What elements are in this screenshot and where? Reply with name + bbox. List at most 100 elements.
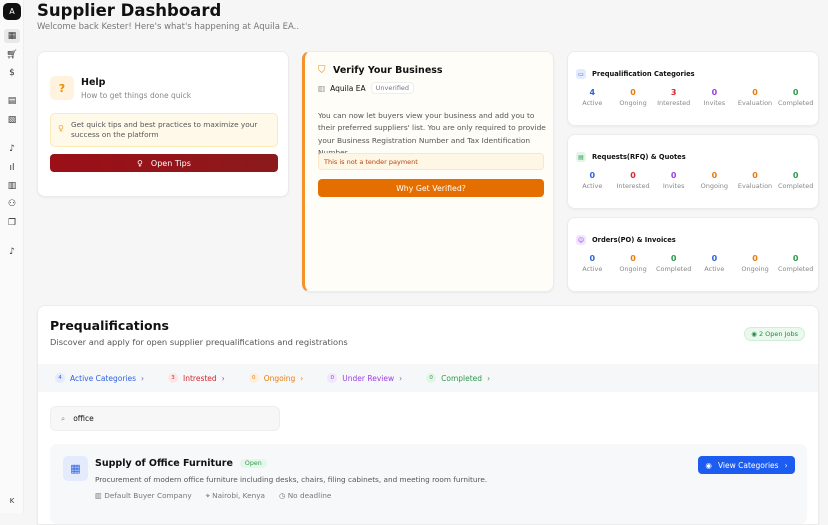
search-value[interactable]: office [73,414,94,423]
stat-item[interactable]: 0 Active [572,171,613,190]
buyer: Default Buyer Company [104,491,192,500]
building-icon[interactable]: ▥ [7,181,17,191]
tab-count: 0 [248,373,259,383]
tab-under-review[interactable]: 0 Under Review › [327,373,402,383]
avatar[interactable]: K [9,497,15,505]
help-subtitle: How to get things done quick [81,91,192,100]
stat-value: 0 [670,254,677,263]
open-jobs-badge: ◉ 2 Open Jobs [744,327,805,341]
lightbulb-icon: ♀ [137,158,143,168]
status-badge: Open [239,459,267,468]
item-description: Procurement of modern office furniture i… [95,475,488,484]
file-check-icon[interactable]: ▧ [7,115,17,125]
stat-value: 0 [752,88,758,97]
stat-value: 0 [711,88,718,97]
stat-label: Invites [662,182,685,190]
stat-label: Active [582,99,603,107]
stat-value: 0 [752,254,758,263]
stat-item[interactable]: 0 Ongoing [735,254,776,273]
stat-label: Active [582,265,603,273]
dollar-icon[interactable]: $ [9,68,15,78]
tab-completed[interactable]: 0 Completed › [426,373,490,383]
tab-active-categories[interactable]: 4 Active Categories › [55,373,144,383]
verify-text: You can now let buyers view your busines… [318,111,546,157]
view-categories-label: View Categories [717,460,779,470]
page-subtitle: Welcome back Kester! Here's what's happe… [37,22,300,32]
stat-item[interactable]: 0 Active [572,254,613,273]
stat-value: 0 [792,254,799,263]
verify-card: ⛉ Verify Your Business ▥ Aquila EA Unverif… [302,51,554,292]
chevron-right-icon: › [399,373,403,383]
bell-icon[interactable]: ♪ [9,144,15,154]
files-icon[interactable]: ❐ [7,218,17,228]
stat-value: 0 [670,171,677,180]
status-tabs: 4 Active Categories › 3 Intrested › 0 Ongoing › 0… [38,364,818,392]
tab-count: 4 [55,373,65,383]
stat-item[interactable]: 0 Interested [613,171,654,190]
stat-label: Evaluation [737,99,773,107]
stat-label: Ongoing [619,265,647,273]
chevron-right-icon: › [221,373,225,383]
help-card: ? Help How to get things done quick ♀ Get… [37,51,289,197]
notification-icon[interactable]: ♪ [9,247,15,257]
stat-item[interactable]: 0 Evaluation [735,88,776,107]
stat-item[interactable]: 0 Invites [694,88,735,107]
document-icon[interactable]: ▤ [7,96,17,106]
search-input[interactable]: ⌕ office [50,406,280,431]
stat-label: Completed [777,99,814,107]
question-icon: ? [50,76,74,100]
location-icon: ⌖ [205,491,210,500]
users-icon[interactable]: ⚇ [7,199,17,209]
stat-value: 0 [752,171,758,180]
folder-icon: ▭ [576,69,586,79]
tab-label: Ongoing [263,373,296,383]
stat-item[interactable]: 0 Ongoing [613,88,654,107]
prequalifications-section: Prequalifications Discover and apply for… [37,305,819,525]
stat-label: Ongoing [700,182,729,190]
stat-value: 0 [792,171,799,180]
chevron-right-icon: › [784,460,788,470]
tab-count: 0 [327,373,338,383]
dashboard-icon[interactable]: ▦ [4,29,20,43]
stat-item[interactable]: 0 Evaluation [735,171,776,190]
item-title[interactable]: Supply of Office Furniture [95,458,233,469]
tip-box: ♀ Get quick tips and best practices to ma… [50,113,278,147]
view-categories-button[interactable]: ◉ View Categories › [698,456,795,474]
cart-icon[interactable]: 🛒︎ [6,50,18,60]
sidebar: A ▦ 🛒︎ $ ▤ ▧ ♪ ıl ▥ ⚇ ❐ ♪ K [0,0,24,513]
stat-value: 0 [711,171,718,180]
deadline: No deadline [287,491,332,500]
chevron-right-icon: › [300,373,304,383]
stat-item[interactable]: 0 Active [694,254,735,273]
stat-item[interactable]: 0 Completed [775,171,816,190]
stat-label: Active [704,265,725,273]
company-name: Aquila EA [330,83,366,93]
open-jobs-label: 2 Open Jobs [758,330,798,338]
stat-card: ▤ Requests(RFQ) & Quotes 0 Active 0 Interest… [567,134,819,209]
tab-count: 3 [168,373,179,383]
tab-intrested[interactable]: 3 Intrested › [168,373,225,383]
tab-ongoing[interactable]: 0 Ongoing › [248,373,304,383]
lightbulb-icon: ♀ [58,124,64,133]
stat-item[interactable]: 4 Active [572,88,613,107]
building-icon: ▥ [318,83,326,93]
stat-item[interactable]: 0 Ongoing [613,254,654,273]
eye-icon: ◉ [705,460,712,470]
location: Nairobi, Kenya [212,491,266,500]
stat-item[interactable]: 0 Ongoing [694,171,735,190]
stat-value: 0 [630,88,636,97]
list-item[interactable]: ▦ Supply of Office Furniture Open Procure… [50,444,807,524]
stat-item[interactable]: 0 Completed [775,88,816,107]
chart-icon[interactable]: ıl [9,163,15,173]
stat-card-title: Prequalification Categories [592,70,695,78]
stat-item[interactable]: 3 Interested [653,88,694,107]
chevron-right-icon: › [487,373,491,383]
open-tips-button[interactable]: ♀ Open Tips [50,154,278,172]
stat-item[interactable]: 0 Completed [775,254,816,273]
tab-label: Under Review [342,373,395,383]
stat-label: Completed [655,265,692,273]
stat-label: Interested [616,182,650,190]
stat-item[interactable]: 0 Invites [653,171,694,190]
why-get-verified-button[interactable]: Why Get Verified? [318,179,544,197]
stat-item[interactable]: 0 Completed [653,254,694,273]
